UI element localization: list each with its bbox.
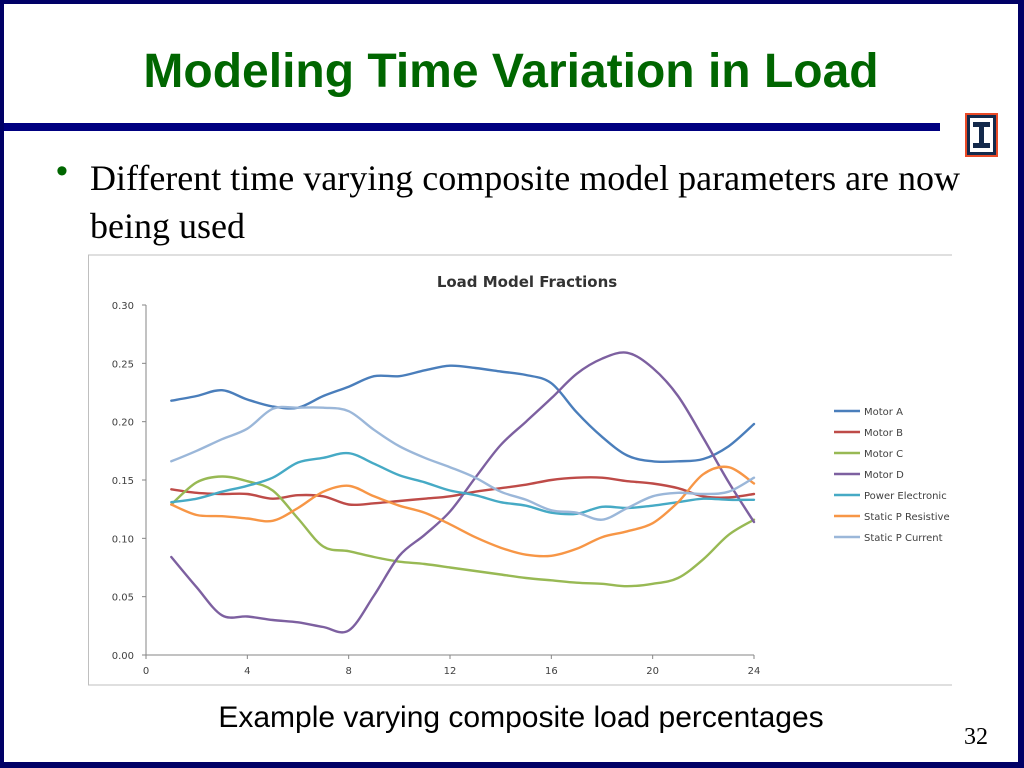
x-tick-label: 0 — [143, 666, 149, 677]
chart-title: Load Model Fractions — [437, 273, 617, 291]
y-tick-label: 0.25 — [112, 359, 134, 370]
title-underline — [4, 123, 940, 131]
legend-label-static-p-resistive: Static P Resistive — [864, 512, 950, 523]
load-model-fractions-chart: Load Model Fractions 0.00 0.05 0.10 0.15 0.20… — [88, 254, 952, 686]
x-tick-label: 24 — [748, 666, 761, 677]
x-tick-label: 8 — [345, 666, 351, 677]
chart-container: Load Model Fractions 0.00 0.05 0.10 0.15 0.20… — [88, 254, 952, 686]
y-tick-label: 0.15 — [112, 476, 134, 487]
x-tick-label: 4 — [244, 666, 250, 677]
legend-label-static-p-current: Static P Current — [864, 533, 943, 544]
x-tick-label: 12 — [444, 666, 457, 677]
slide: Modeling Time Variation in Load • Differ… — [4, 4, 1018, 762]
legend-label-motor-c: Motor C — [864, 449, 903, 460]
page-number: 32 — [964, 724, 988, 750]
bullet-text: Different time varying composite model p… — [90, 158, 961, 246]
figure-caption: Example varying composite load percentag… — [218, 701, 824, 734]
series-line-motor-a — [170, 364, 756, 464]
block-i-icon — [970, 118, 993, 152]
y-tick-label: 0.30 — [112, 301, 134, 312]
y-tick-label: 0.00 — [112, 651, 134, 662]
legend-label-motor-a: Motor A — [864, 407, 903, 418]
bullet-icon: • — [56, 152, 68, 190]
legend-label-power-electronic: Power Electronic — [864, 491, 947, 502]
slide-title: Modeling Time Variation in Load — [143, 45, 879, 98]
series-line-motor-c — [170, 475, 756, 588]
series-line-static-p-resistive — [170, 465, 756, 558]
y-tick-label: 0.05 — [112, 593, 134, 604]
series-line-power-electronic — [170, 451, 756, 516]
y-tick-label: 0.20 — [112, 418, 134, 429]
legend-label-motor-b: Motor B — [864, 428, 903, 439]
x-tick-label: 20 — [646, 666, 659, 677]
legend-label-motor-d: Motor D — [864, 470, 904, 481]
series-line-motor-d — [170, 351, 756, 634]
x-tick-label: 16 — [545, 666, 558, 677]
series-line-static-p-current — [170, 405, 756, 521]
y-tick-label: 0.10 — [112, 534, 134, 545]
university-block-i-logo-icon — [965, 113, 998, 157]
